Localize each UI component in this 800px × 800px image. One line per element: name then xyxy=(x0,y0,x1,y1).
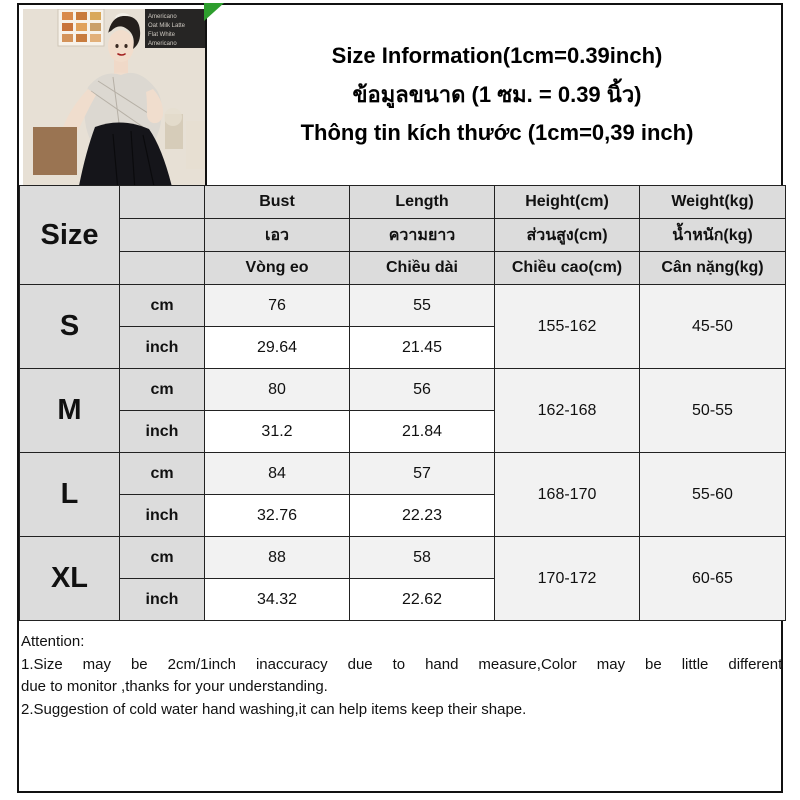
svg-text:Oat Milk Latte: Oat Milk Latte xyxy=(148,23,186,29)
svg-text:Americano: Americano xyxy=(148,14,177,20)
svg-text:Flat White: Flat White xyxy=(148,32,176,38)
svg-text:Americano: Americano xyxy=(148,41,177,47)
